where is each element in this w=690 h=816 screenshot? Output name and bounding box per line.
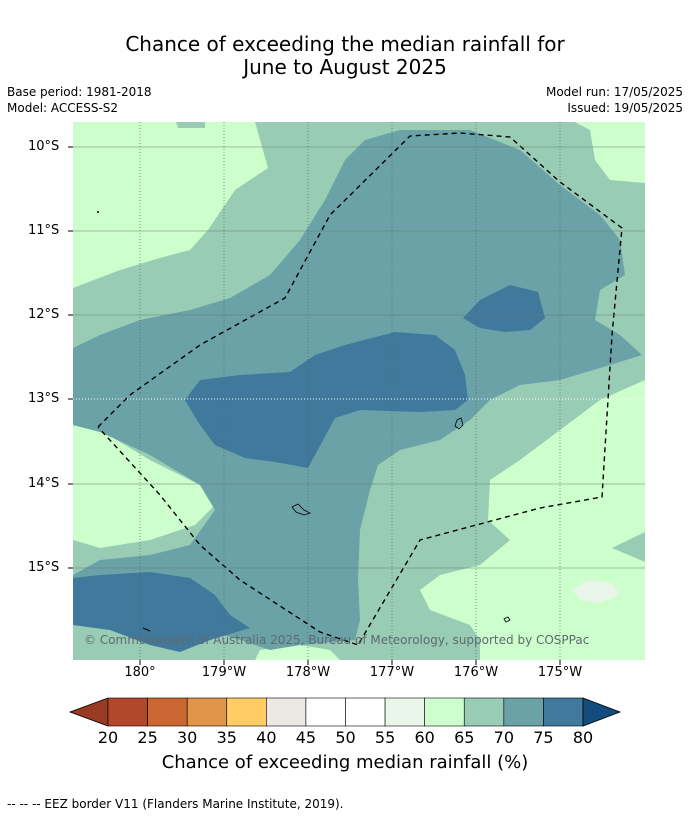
band-55-60-patch (572, 580, 620, 603)
map-fill-layers (73, 122, 645, 660)
lon-label-179w: 179°W (201, 665, 247, 680)
map-title-line-1: Chance of exceeding the median rainfall … (125, 32, 565, 56)
lat-label-12s: 12°S (28, 307, 60, 322)
colorbar-tick-label: 55 (374, 728, 396, 747)
colorbar-swatch (147, 697, 188, 727)
colorbar-tick-label: 40 (256, 728, 277, 747)
band-65-70-patch-right (612, 532, 645, 562)
island-outline-south (291, 503, 312, 516)
band-75-80-core-east (463, 285, 545, 332)
eez-border (97, 132, 623, 646)
latitude-lines (73, 146, 645, 569)
colorbar-swatch (305, 697, 346, 727)
colorbar-tick-label: 25 (137, 728, 158, 747)
island-outline-southeast (503, 616, 511, 623)
lon-label-175w: 175°W (537, 665, 583, 680)
band-75-80-core-southwest (73, 572, 250, 652)
colorbar-tick-label: 45 (295, 728, 317, 747)
colorbar-extend-high (582, 697, 622, 727)
issued-date: Issued: 19/05/2025 (567, 101, 683, 115)
colorbar-tick-label: 80 (572, 728, 594, 747)
colorbar-tick-label: 70 (493, 728, 514, 747)
colorbar-swatch (463, 697, 505, 727)
colorbar-tick-label: 35 (216, 728, 237, 747)
colorbar-swatch (226, 697, 267, 727)
island-outline-southwest (142, 627, 151, 632)
lon-label-176w: 176°W (453, 665, 499, 680)
metadata-left: Base period: 1981-2018 Model: ACCESS-S2 (7, 84, 152, 116)
island-outline-east (454, 417, 464, 430)
colorbar-tick-label: 65 (454, 728, 475, 747)
rainfall-map (68, 122, 645, 727)
colorbar-swatch (384, 697, 425, 727)
colorbar-tick-label: 20 (97, 728, 119, 747)
lat-label-10s: 10°S (28, 139, 60, 154)
lat-label-15s: 15°S (28, 560, 60, 575)
band-75-80-core-central (185, 332, 468, 468)
colorbar (68, 697, 622, 727)
copyright-notice: © Commonwealth of Australia 2025, Bureau… (84, 633, 590, 647)
colorbar-tick-label: 75 (533, 728, 554, 747)
lon-label-177w: 177°W (369, 665, 415, 680)
lat-label-13s: 13°S (28, 391, 60, 406)
model-run: Model run: 17/05/2025 (545, 85, 683, 99)
eez-legend-footer: -- -- -- EEZ border V11 (Flanders Marine… (7, 797, 344, 811)
band-65-70-patch-top (176, 122, 205, 128)
lon-label-178w: 178°W (285, 665, 331, 680)
colorbar-tick-label: 30 (176, 728, 198, 747)
colorbar-swatch (266, 697, 307, 727)
lon-label-180: 180° (124, 665, 156, 680)
colorbar-swatch (424, 697, 465, 727)
colorbar-swatch (345, 697, 386, 727)
colorbar-swatch (543, 697, 584, 727)
axis-ticks (68, 146, 561, 665)
lat-label-11s: 11°S (28, 223, 60, 238)
colorbar-label: Chance of exceeding median rainfall (%) (161, 752, 529, 773)
colorbar-swatch (186, 697, 228, 727)
colorbar-swatch (503, 697, 544, 727)
model-name: Model: ACCESS-S2 (7, 101, 119, 115)
colorbar-extend-low (68, 697, 109, 727)
lat-label-14s: 14°S (28, 476, 60, 491)
band-60-65-patch-left (73, 425, 215, 548)
base-period: Base period: 1981-2018 (7, 85, 152, 99)
island-dot-northwest (97, 211, 99, 213)
metadata-right: Model run: 17/05/2025 Issued: 19/05/2025 (546, 84, 683, 116)
colorbar-swatch (107, 697, 148, 727)
map-title-line-2: June to August 2025 (243, 55, 447, 79)
colorbar-tick-label: 50 (335, 728, 356, 747)
colorbar-tick-label: 60 (414, 728, 435, 747)
